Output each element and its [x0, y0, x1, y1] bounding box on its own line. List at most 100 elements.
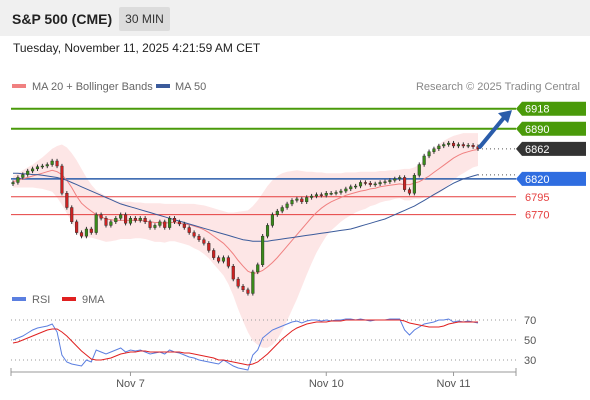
candle-body [119, 214, 123, 219]
candle-body [70, 207, 74, 223]
candle-body [427, 151, 431, 157]
candle-body [89, 228, 93, 233]
level-label-6820: 6820 [525, 174, 549, 186]
candle-body [344, 188, 348, 192]
candle-body [456, 144, 460, 147]
candle-body [265, 225, 270, 237]
forecast-arrow [478, 113, 508, 149]
timeframe-button[interactable]: 30 MIN [119, 7, 170, 31]
candle-body [133, 218, 137, 221]
candle-body [84, 228, 88, 237]
level-label-box-6918 [516, 101, 586, 116]
candle-body [143, 218, 147, 223]
forecast-arrowhead [498, 110, 512, 124]
candle-body [393, 178, 397, 181]
candle-body [45, 164, 49, 167]
candle-body [466, 145, 470, 147]
level-label-6795: 6795 [525, 192, 549, 204]
candle-body [437, 145, 441, 150]
candle-body [236, 278, 240, 287]
candle-body [114, 218, 118, 223]
level-label-6918: 6918 [525, 104, 549, 116]
candle-body [94, 214, 98, 233]
candle-body [310, 195, 314, 198]
rsi-legend-swatch [12, 297, 26, 301]
level-label-6770: 6770 [525, 210, 549, 222]
candle-body [182, 223, 186, 228]
candle-body [158, 221, 162, 226]
candle-body [124, 214, 128, 224]
candle-body [442, 144, 446, 147]
candle-body [26, 170, 30, 175]
header-bar: S&P 500 (CME) 30 MIN [0, 0, 590, 36]
candle-body [451, 142, 456, 147]
candle-body [153, 225, 157, 228]
candle-body [187, 227, 191, 233]
candle-body [461, 144, 465, 147]
candle-body [471, 145, 475, 147]
ma20-legend-label: MA 20 + Bollinger Bands [32, 81, 153, 93]
candle-body [60, 165, 64, 194]
rsi-tick-label: 30 [524, 355, 536, 367]
ma9-line [12, 319, 478, 366]
candle-body [104, 218, 108, 226]
candle-body [407, 189, 412, 194]
candle-body [50, 160, 54, 165]
candle-body [79, 232, 84, 237]
candle-body [314, 194, 319, 197]
ma50-line [13, 172, 479, 242]
candle-body [349, 186, 353, 190]
candle-body [270, 214, 274, 226]
candle-body [231, 266, 235, 280]
rsi-chart: 70 50 30 [11, 315, 536, 371]
level-label-box-6862 [516, 141, 586, 156]
candle-body [334, 192, 338, 194]
candle-body [363, 182, 367, 184]
candle-body [21, 174, 25, 178]
candle-body [246, 289, 250, 294]
candle-body [339, 190, 343, 193]
candle-body [398, 177, 402, 180]
candle-body [319, 194, 323, 196]
candle-body [217, 257, 221, 262]
candle-body [261, 235, 265, 265]
candle-body [163, 221, 167, 228]
candle-body [432, 148, 436, 152]
candle-body [324, 192, 328, 196]
candle-body [280, 207, 284, 212]
candle-body [275, 210, 279, 215]
candle-body [251, 271, 255, 294]
candle-body [417, 164, 421, 176]
ma50-legend-label: MA 50 [175, 81, 206, 93]
price-chart: 6918 6890 6862 6820 6795 6770 [11, 101, 586, 348]
candle-body [373, 183, 377, 186]
candle-body [109, 221, 113, 226]
rsi-line [12, 318, 479, 371]
rsi-legend-label: RSI [32, 294, 50, 306]
candle-body [412, 175, 416, 194]
candle-body [329, 192, 333, 195]
candle-body [221, 257, 226, 262]
candle-body [207, 243, 211, 251]
candle-body [16, 177, 20, 183]
x-tick-label: Nov 7 [116, 378, 145, 390]
candle-body [403, 177, 407, 190]
candle-body [35, 166, 40, 170]
candle-body [55, 160, 59, 167]
ma50-legend-swatch [156, 84, 170, 88]
candle-body [256, 264, 260, 273]
candle-body [354, 185, 358, 188]
candle-body [128, 218, 133, 224]
candle-body [388, 180, 392, 182]
candle-body [99, 214, 103, 219]
ma20-line [12, 149, 479, 274]
level-label-6890: 6890 [525, 124, 549, 136]
candle-body [11, 182, 15, 185]
level-label-box-6890 [516, 121, 586, 136]
candle-body [368, 182, 372, 185]
candle-body [197, 235, 201, 240]
ma9-legend-swatch [62, 297, 76, 301]
ma9-legend-label: 9MA [82, 294, 105, 306]
candle-body [192, 232, 196, 237]
